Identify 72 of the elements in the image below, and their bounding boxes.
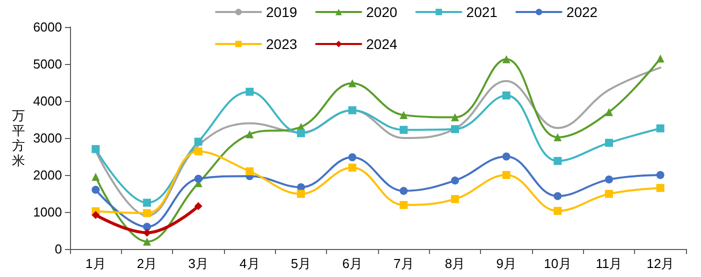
point [92,145,100,154]
point [194,174,202,183]
y-axis-title: 万平方米 [12,108,25,168]
point [502,55,510,64]
point [143,228,151,237]
x-tick-label: 1月 [86,256,106,271]
point [194,138,202,146]
point [502,91,510,100]
y-tick-label: 5000 [33,56,62,72]
y-tick-label: 1000 [33,204,62,220]
point [451,125,459,134]
point [143,209,151,218]
point [451,113,459,122]
x-tick-label: 7月 [394,256,414,271]
point [451,176,459,185]
point [348,106,356,114]
point [92,186,100,194]
y-tick-label: 6000 [33,20,62,34]
x-tick-label: 12月 [646,256,674,271]
point [605,175,613,184]
point [92,172,100,181]
point [246,130,254,138]
point [297,190,305,198]
x-tick-label: 8月 [444,256,466,271]
point [400,200,408,209]
y-tick-label: 0 [54,242,62,256]
legend-label: 2022 [566,4,598,20]
x-tick-label: 5月 [290,256,312,271]
point [554,192,562,200]
point [348,153,356,162]
point [400,186,408,195]
y-tick-label: 3000 [33,130,62,146]
point [400,126,408,134]
point [656,171,664,179]
x-tick-label: 6月 [342,256,362,271]
point [143,238,151,246]
legend-label: 2020 [366,4,398,20]
point [246,88,254,96]
legend-label: 2019 [266,4,298,20]
point [297,129,305,138]
legend-label: 2024 [366,36,398,52]
point [656,54,664,62]
x-tick-label: 10月 [544,256,572,271]
x-tick-label: 4月 [240,256,260,271]
point [502,152,510,160]
point [92,210,100,219]
point [656,184,664,192]
point [451,195,459,204]
point [194,147,202,156]
point [605,108,613,116]
point [348,79,356,88]
point [502,171,510,179]
point [554,133,562,142]
point [656,124,664,132]
y-tick-label: 2000 [33,168,62,182]
point [605,190,613,198]
x-tick-label: 9月 [496,256,516,271]
point [246,167,254,176]
x-tick-label: 2月 [136,256,158,271]
point [194,202,202,210]
point [348,164,356,172]
point [400,111,408,120]
point [143,198,151,207]
y-tick-label: 4000 [33,94,62,108]
point [554,156,562,165]
point [554,206,562,215]
legend-label: 2023 [266,36,298,52]
x-tick-label: 3月 [188,256,208,271]
x-tick-label: 11月 [596,256,622,271]
point [605,138,613,147]
point [143,222,151,231]
legend-label: 2021 [466,4,498,20]
